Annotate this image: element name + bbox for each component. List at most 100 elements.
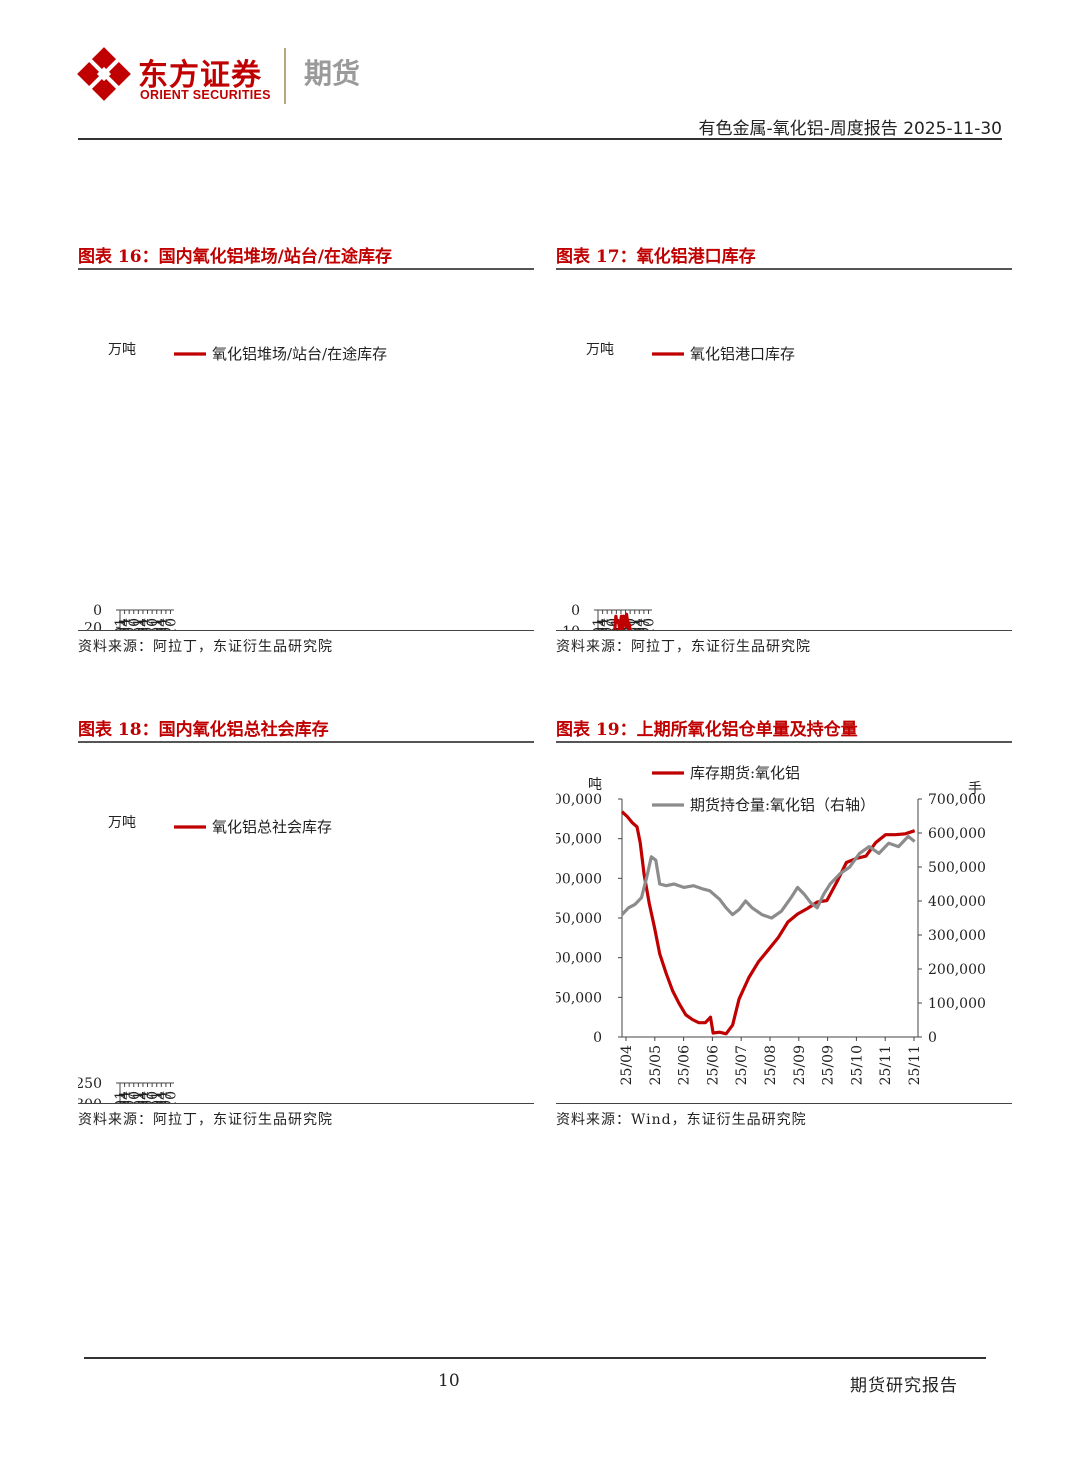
x-tick-label: 25/04 <box>154 618 170 630</box>
open-interest-line <box>620 834 916 920</box>
y-tick-label: 300 <box>78 1097 102 1103</box>
figure-16-chart: 万吨02040608010012023/0123/0423/0723/1024/… <box>84 342 387 630</box>
x-tick-label: 24/10 <box>145 1091 161 1103</box>
figure-19-title: 图表 19：上期所氧化铝仓单量及持仓量 <box>556 720 858 740</box>
legend-label: 氧化铝堆场/站台/在途库存 <box>212 345 387 363</box>
figure-16-source-rule <box>78 630 534 631</box>
left-tick-label: 300,000 <box>556 792 602 808</box>
figure-17-chart: 万吨0102030405023/0123/0423/0723/1024/0124… <box>562 342 795 630</box>
y-axis-unit: 万吨 <box>586 342 614 358</box>
x-tick-label: 25/10 <box>849 1045 865 1085</box>
figure-16-title-rule <box>78 268 534 270</box>
x-tick-label: 25/11 <box>907 1045 923 1085</box>
left-tick-label: 0 <box>593 1030 602 1046</box>
right-tick-label: 700,000 <box>928 792 986 808</box>
x-tick-label: 25/07 <box>159 618 175 630</box>
header: 东方证券 ORIENT SECURITIES 期货 有色金属-氧化铝-周度报告 … <box>0 0 1080 140</box>
x-tick-label: 24/04 <box>136 1091 152 1103</box>
right-tick-label: 200,000 <box>928 962 986 978</box>
legend-label: 期货持仓量:氧化铝（右轴） <box>690 796 875 814</box>
x-tick-label: 25/07 <box>637 618 653 630</box>
figure-19: 图表 19：上期所氧化铝仓单量及持仓量 吨 手 0 50,000 100,000 150,… <box>556 713 1012 1133</box>
x-tick-label: 25/05 <box>648 1045 664 1085</box>
legend-label: 氧化铝港口库存 <box>690 345 795 363</box>
x-tick-label: 24/10 <box>145 618 161 630</box>
x-tick-label: 25/07 <box>159 1091 175 1103</box>
x-tick-label: 23/07 <box>600 618 616 630</box>
x-tick-label: 25/08 <box>763 1045 779 1085</box>
figure-17-title-rule <box>556 268 1012 270</box>
x-tick-label: 23/04 <box>596 618 612 630</box>
x-tick-label: 25/06 <box>677 1045 693 1085</box>
figure-18-title: 图表 18：国内氧化铝总社会库存 <box>78 720 329 740</box>
header-rule <box>78 138 1002 140</box>
left-tick-label: 50,000 <box>556 990 602 1006</box>
figure-17-source-rule <box>556 630 1012 631</box>
division-label: 期货 <box>304 57 361 90</box>
figure-19-title-rule <box>556 741 1012 743</box>
right-tick-label: 0 <box>928 1030 937 1046</box>
footer-rule <box>84 1357 986 1359</box>
figure-19-source-rule <box>556 1103 1012 1104</box>
y-axis-unit: 万吨 <box>108 342 136 358</box>
warehouse-stock-line <box>620 810 916 1036</box>
x-tick-label: 23/01 <box>591 618 607 630</box>
legend-label: 氧化铝总社会库存 <box>212 818 332 836</box>
x-tick-label: 23/01 <box>113 618 129 630</box>
y-axis-unit: 万吨 <box>108 815 136 831</box>
header-divider <box>284 48 286 104</box>
left-tick-label: 100,000 <box>556 951 602 967</box>
brand-logo-icon <box>77 47 131 101</box>
footer-report-type: 期货研究报告 <box>850 1376 958 1396</box>
x-tick-label: 25/10 <box>641 618 657 630</box>
x-tick-label: 25/11 <box>878 1045 894 1085</box>
right-tick-label: 100,000 <box>928 996 986 1012</box>
y-tick-label: 10 <box>562 624 580 630</box>
x-tick-label: 23/07 <box>122 618 138 630</box>
x-tick-label: 23/04 <box>118 618 134 630</box>
right-axis-unit: 手 <box>968 781 982 797</box>
page-number: 10 <box>438 1371 460 1391</box>
figure-18-source: 资料来源：阿拉丁，东证衍生品研究院 <box>78 1112 333 1128</box>
figure-18-chart: 万吨25030035040045050023/0123/0423/0723/10… <box>78 815 332 1103</box>
report-subject-line: 有色金属-氧化铝-周度报告 2025-11-30 <box>698 119 1002 139</box>
x-tick-label: 25/04 <box>632 618 648 630</box>
left-tick-label: 250,000 <box>556 832 602 848</box>
figure-19-chart: 吨 手 0 50,000 100,000 150,000 200,000 250,000 300… <box>556 764 986 1085</box>
right-tick-label: 600,000 <box>928 826 986 842</box>
figure-18-source-rule <box>78 1103 534 1104</box>
x-tick-label: 25/04 <box>154 1091 170 1103</box>
x-tick-label: 25/01 <box>150 1091 166 1103</box>
x-tick-label: 24/01 <box>131 618 147 630</box>
figure-17-title: 图表 17：氧化铝港口库存 <box>556 247 756 267</box>
x-tick-label: 24/07 <box>141 618 157 630</box>
figure-19-source: 资料来源：Wind，东证衍生品研究院 <box>556 1112 807 1128</box>
figure-16-title: 图表 16：国内氧化铝堆场/站台/在途库存 <box>78 247 392 267</box>
x-tick-label: 23/04 <box>118 1091 134 1103</box>
y-tick-label: 0 <box>93 603 102 619</box>
x-tick-label: 23/01 <box>113 1091 129 1103</box>
figure-16: 图表 16：国内氧化铝堆场/站台/在途库存 万吨0204060801001202… <box>78 240 534 660</box>
right-tick-label: 400,000 <box>928 894 986 910</box>
figure-18: 图表 18：国内氧化铝总社会库存 万吨25030035040045050023/… <box>78 713 534 1133</box>
x-tick-label: 25/09 <box>792 1045 808 1085</box>
x-tick-label: 25/10 <box>163 618 179 630</box>
x-tick-label: 25/04 <box>619 1045 635 1085</box>
y-tick-label: 20 <box>84 620 102 630</box>
figure-17: 图表 17：氧化铝港口库存 万吨0102030405023/0123/0423/… <box>556 240 1012 660</box>
x-tick-label: 23/10 <box>127 618 143 630</box>
x-tick-label: 25/06 <box>705 1045 721 1085</box>
figure-16-source: 资料来源：阿拉丁，东证衍生品研究院 <box>78 639 333 655</box>
x-tick-label: 24/07 <box>141 1091 157 1103</box>
figure-18-title-rule <box>78 741 534 743</box>
x-tick-label: 23/07 <box>122 1091 138 1103</box>
x-tick-label: 25/01 <box>150 618 166 630</box>
x-tick-label: 25/10 <box>163 1091 179 1103</box>
y-tick-label: 0 <box>571 603 580 619</box>
x-tick-label: 25/07 <box>734 1045 750 1085</box>
brand-name-cn: 东方证券 <box>138 58 262 93</box>
legend-label: 库存期货:氧化铝 <box>690 764 800 782</box>
right-tick-label: 300,000 <box>928 928 986 944</box>
x-tick-label: 25/09 <box>821 1045 837 1085</box>
left-tick-label: 200,000 <box>556 871 602 887</box>
